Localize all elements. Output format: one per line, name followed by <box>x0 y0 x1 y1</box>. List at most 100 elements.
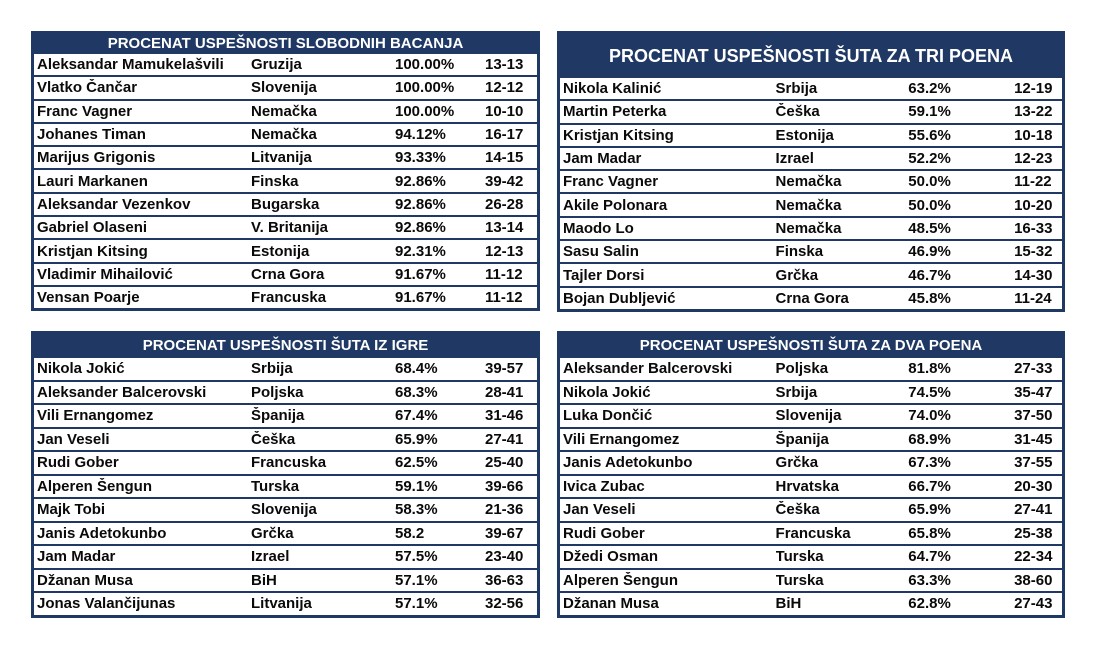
player-country: Bugarska <box>251 195 320 213</box>
player-country: Finska <box>775 243 824 261</box>
player-name: Jan Veseli <box>563 501 636 519</box>
table-row: Lauri Markanen Finska 92.86% 39-42 <box>34 170 537 192</box>
table-row: Gabriel Olaseni V. Britanija 92.86% 13-14 <box>34 217 537 239</box>
table-row: Janis Adetokunbo Grčka 58.2 39-67 <box>34 522 537 544</box>
player-country: Grčka <box>251 524 294 542</box>
player-country: Srbija <box>251 360 293 378</box>
percentage-value: 68.4% <box>395 360 438 378</box>
made-attempted: 25-38 <box>1014 524 1053 542</box>
player-country: Turska <box>775 548 824 566</box>
player-country: Hrvatska <box>775 477 839 495</box>
free-throws-table: PROCENAT USPEŠNOSTI SLOBODNIH BACANJA Al… <box>31 31 540 312</box>
percentage-value: 65.9% <box>908 501 951 519</box>
table-row: Maodo Lo Nemačka 48.5% 16-33 <box>560 217 1062 240</box>
player-name: Kristjan Kitsing <box>563 126 674 144</box>
player-name: Tajler Dorsi <box>563 266 645 284</box>
player-name: Rudi Gober <box>37 454 119 472</box>
player-country: Slovenija <box>251 501 317 519</box>
player-name: Ivica Zubac <box>563 477 645 495</box>
field-goals-rows: Nikola Jokić Srbija 68.4% 39-57 Aleksander B… <box>34 358 537 615</box>
table-row: Jam Madar Izrael 52.2% 12-23 <box>560 147 1062 170</box>
player-name: Džanan Musa <box>563 595 659 613</box>
made-attempted: 10-18 <box>1014 126 1053 144</box>
player-name: Kristjan Kitsing <box>37 242 148 260</box>
made-attempted: 27-33 <box>1014 360 1053 378</box>
player-name: Jam Madar <box>563 150 642 168</box>
table-row: Jan Veseli Češka 65.9% 27-41 <box>34 428 537 450</box>
player-name: Akile Polonara <box>563 196 668 214</box>
table-row: Jonas Valančijunas Litvanija 57.1% 32-56 <box>34 593 537 615</box>
free-throws-rows: Aleksandar Mamukelašvili Gruzija 100.00% 13… <box>34 54 537 309</box>
percentage-value: 68.3% <box>395 383 438 401</box>
made-attempted: 28-41 <box>485 383 524 401</box>
player-name: Luka Dončić <box>563 407 653 425</box>
percentage-value: 59.1% <box>395 477 438 495</box>
percentage-value: 65.8% <box>908 524 951 542</box>
percentage-value: 93.33% <box>395 149 446 167</box>
player-name: Jam Madar <box>37 548 116 566</box>
made-attempted: 16-33 <box>1014 219 1053 237</box>
table-row: Kristjan Kitsing Estonija 92.31% 12-13 <box>34 240 537 262</box>
percentage-value: 81.8% <box>908 360 951 378</box>
made-attempted: 20-30 <box>1014 477 1053 495</box>
player-country: Grčka <box>775 266 819 284</box>
player-name: Franc Vagner <box>563 173 659 191</box>
table-row: Aleksander Balcerovski Poljska 68.3% 28-41 <box>34 381 537 403</box>
table-row: Luka Dončić Slovenija 74.0% 37-50 <box>560 405 1062 427</box>
made-attempted: 11-12 <box>485 289 523 307</box>
made-attempted: 11-12 <box>485 265 523 283</box>
field-goals-table: PROCENAT USPEŠNOSTI ŠUTA IZ IGRE Nikola … <box>31 331 540 618</box>
player-country: Estonija <box>775 126 834 144</box>
player-country: Izrael <box>251 548 290 566</box>
percentage-value: 68.9% <box>908 430 951 448</box>
player-country: Slovenija <box>251 79 317 97</box>
made-attempted: 11-24 <box>1014 289 1052 307</box>
player-name: Nikola Jokić <box>37 360 125 378</box>
player-country: Gruzija <box>251 56 302 74</box>
player-country: Izrael <box>775 150 814 168</box>
three-pointers-title: PROCENAT USPEŠNOSTI ŠUTA ZA TRI POENA <box>560 34 1062 78</box>
made-attempted: 39-57 <box>485 360 524 378</box>
table-row: Vlatko Čančar Slovenija 100.00% 12-12 <box>34 77 537 99</box>
player-country: Španija <box>775 430 829 448</box>
table-row: Bojan Dubljević Crna Gora 45.8% 11-24 <box>560 287 1062 309</box>
made-attempted: 37-50 <box>1014 407 1053 425</box>
player-name: Janis Adetokunbo <box>37 524 167 542</box>
percentage-value: 62.5% <box>395 454 438 472</box>
player-country: Slovenija <box>775 407 842 425</box>
two-pointers-rows: Aleksander Balcerovski Poljska 81.8% 27-33 N… <box>560 358 1062 615</box>
percentage-value: 57.5% <box>395 548 438 566</box>
player-country: Francuska <box>775 524 851 542</box>
made-attempted: 38-60 <box>1014 571 1053 589</box>
percentage-value: 46.7% <box>908 266 951 284</box>
player-country: V. Britanija <box>251 219 328 237</box>
player-name: Vensan Poarje <box>37 289 140 307</box>
percentage-value: 59.1% <box>908 103 951 121</box>
table-row: Alperen Šengun Turska 59.1% 39-66 <box>34 475 537 497</box>
player-country: Grčka <box>775 454 819 472</box>
table-row: Franc Vagner Nemačka 50.0% 11-22 <box>560 171 1062 193</box>
player-name: Jan Veseli <box>37 430 110 448</box>
player-country: Nemačka <box>775 219 842 237</box>
percentage-value: 100.00% <box>395 56 455 74</box>
made-attempted: 39-42 <box>485 172 524 190</box>
percentage-value: 64.7% <box>908 548 951 566</box>
player-name: Lauri Markanen <box>37 172 148 190</box>
made-attempted: 12-13 <box>485 242 524 260</box>
player-name: Majk Tobi <box>37 501 106 519</box>
player-country: Crna Gora <box>251 265 325 283</box>
table-row: Rudi Gober Francuska 65.8% 25-38 <box>560 522 1062 544</box>
player-name: Vili Ernangomez <box>37 407 154 425</box>
player-country: Litvanija <box>251 595 312 613</box>
made-attempted: 13-14 <box>485 219 524 237</box>
two-pointers-table: PROCENAT USPEŠNOSTI ŠUTA ZA DVA POENA Al… <box>557 331 1065 618</box>
percentage-value: 50.0% <box>908 173 951 191</box>
made-attempted: 23-40 <box>485 548 524 566</box>
table-row: Franc Vagner Nemačka 100.00% 10-10 <box>34 100 537 122</box>
made-attempted: 10-20 <box>1014 196 1053 214</box>
made-attempted: 27-43 <box>1014 595 1053 613</box>
percentage-value: 66.7% <box>908 477 951 495</box>
made-attempted: 32-56 <box>485 595 524 613</box>
player-name: Franc Vagner <box>37 102 133 120</box>
made-attempted: 37-55 <box>1014 454 1053 472</box>
